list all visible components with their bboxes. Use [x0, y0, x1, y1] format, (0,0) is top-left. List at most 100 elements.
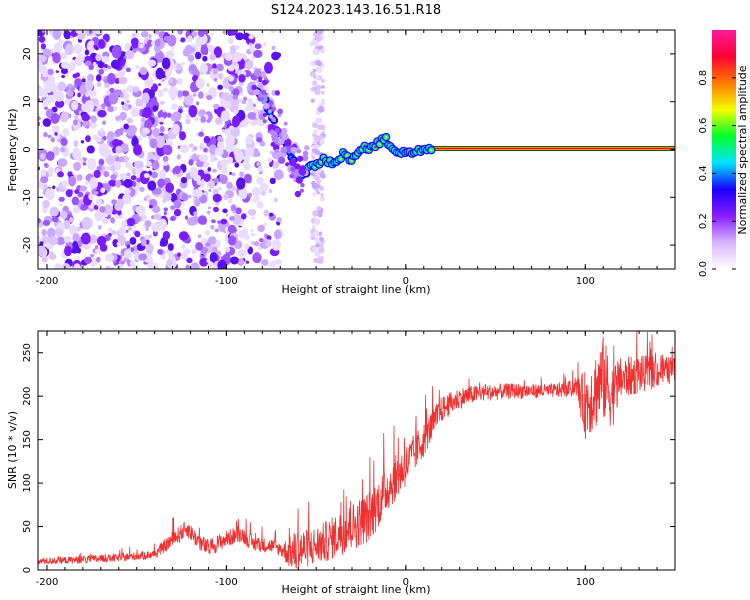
speckle-dot [221, 92, 231, 101]
speckle-dot [145, 243, 154, 254]
speckle-dot [262, 112, 267, 117]
speckle-dot [125, 67, 131, 73]
speckle-dot [68, 61, 76, 71]
speckle-dot [104, 234, 111, 242]
speckle-dot [56, 236, 66, 246]
speckle-dot [93, 169, 101, 179]
speckle-dot [69, 217, 74, 223]
speckle-dot [232, 185, 236, 192]
speckle-dot [191, 153, 198, 162]
speckle-dot [132, 86, 140, 93]
speckle-dot [188, 158, 194, 166]
speckle-dot [232, 88, 240, 97]
speckle-dot [135, 64, 140, 70]
ridge-blob [378, 143, 381, 146]
speckle-dot [42, 70, 49, 78]
speckle-dot [250, 229, 254, 233]
speckle-dot [159, 125, 165, 133]
speckle-dot [51, 106, 58, 113]
speckle-dot [268, 212, 274, 217]
speckle-dot [95, 136, 102, 143]
colorbar-tick-label: 0.2 [698, 213, 709, 229]
speckle-dot [100, 127, 104, 133]
speckle-dot [289, 173, 295, 179]
speckle-dot [154, 50, 165, 63]
speckle-dot [167, 243, 174, 251]
speckle-dot [309, 70, 316, 77]
x-tick-label: -200 [36, 276, 59, 287]
speckle-dot [194, 198, 201, 207]
speckle-dot [253, 241, 260, 247]
speckle-dot [198, 91, 204, 99]
speckle-dot [41, 256, 48, 263]
speckle-dot [79, 185, 87, 192]
speckle-dot [123, 249, 133, 259]
speckle-dot [228, 235, 237, 246]
speckle-dot [72, 206, 81, 214]
ridge-band [432, 147, 675, 150]
speckle-dot [89, 205, 94, 209]
speckle-dot [75, 30, 83, 34]
speckle-dot [38, 35, 46, 43]
speckle-dot [58, 196, 65, 202]
speckle-dot [43, 82, 54, 93]
speckle-dot [316, 178, 322, 184]
colorbar-label: Normalized spectral amplitude [736, 65, 749, 234]
speckle-dot [242, 32, 250, 41]
speckle-dot [185, 264, 190, 269]
speckle-dot [121, 101, 125, 105]
speckle-dot [74, 78, 83, 87]
speckle-dot [179, 144, 190, 154]
speckle-dot [236, 177, 246, 190]
speckle-dot [144, 195, 149, 199]
speckle-dot [209, 153, 217, 159]
speckle-dot [188, 194, 192, 199]
speckle-dot [127, 128, 136, 137]
speckle-dot [219, 174, 228, 185]
x-tick-label: 0 [403, 577, 409, 588]
colorbar: 0.0 0.2 0.4 0.6 0.8 Normalized spectral ampl… [698, 30, 749, 277]
speckle-dot [217, 84, 224, 90]
speckle-dot [135, 205, 146, 215]
speckle-dot [121, 220, 128, 228]
speckle-dot [93, 30, 104, 35]
speckle-dot [84, 256, 92, 264]
speckle-dot [313, 129, 318, 135]
speckle-dot [62, 127, 70, 137]
speckle-dot [59, 51, 68, 60]
speckle-dot [321, 78, 325, 83]
speckle-dot [227, 198, 233, 204]
speckle-dot [241, 99, 247, 105]
speckle-dot [250, 232, 256, 237]
speckle-dot [239, 171, 244, 178]
speckle-dot [72, 73, 78, 79]
speckle-dot [105, 165, 112, 171]
speckle-dot [284, 138, 292, 147]
speckle-dot [97, 129, 106, 137]
speckle-dot [57, 81, 66, 92]
speckle-dot [158, 116, 165, 123]
speckle-dot [174, 104, 178, 109]
x-tick-label: 100 [576, 276, 595, 287]
speckle-dot [132, 225, 136, 230]
speckle-dot [144, 220, 152, 228]
speckle-dot [40, 176, 49, 184]
speckle-dot [96, 256, 101, 263]
speckle-dot [274, 127, 280, 133]
speckle-dot [152, 178, 157, 182]
speckle-dot [69, 224, 78, 236]
speckle-dot [126, 100, 130, 103]
speckle-dot [260, 89, 267, 95]
speckle-dot [247, 246, 254, 255]
speckle-dot [320, 48, 326, 54]
speckle-dot [71, 100, 79, 111]
speckle-dot [212, 168, 217, 173]
speckle-dot [128, 104, 132, 109]
speckle-dot [41, 30, 46, 34]
speckle-dot [128, 227, 133, 231]
speckle-dot [228, 75, 235, 82]
speckle-dot [71, 196, 80, 206]
spectrogram-ridge [250, 68, 675, 198]
speckle-dot [318, 231, 322, 235]
speckle-dot [98, 68, 105, 75]
